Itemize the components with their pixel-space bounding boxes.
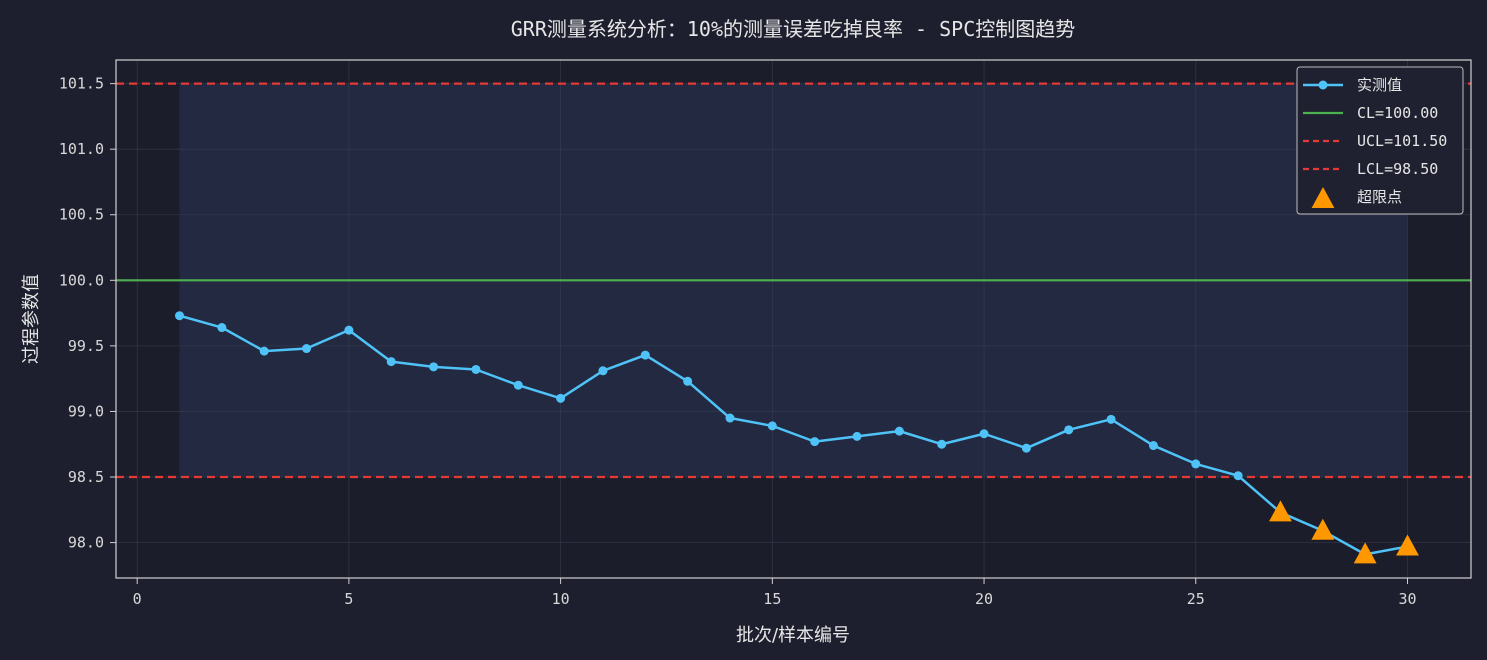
y-tick-label: 99.0 [68, 402, 104, 420]
y-tick-label: 100.0 [59, 271, 104, 289]
data-point [1233, 471, 1243, 481]
data-point [767, 421, 777, 431]
data-point [302, 344, 312, 354]
out-of-limit-marker [1311, 518, 1335, 540]
data-point [937, 439, 947, 449]
legend-swatch-point [1318, 80, 1328, 90]
x-tick-label: 20 [975, 590, 993, 608]
legend-label: UCL=101.50 [1357, 132, 1447, 150]
x-tick-label: 0 [133, 590, 142, 608]
data-point [810, 437, 820, 447]
control-lines-layer [116, 82, 1471, 479]
out-of-limit-marker [1269, 500, 1292, 522]
data-point [894, 426, 904, 436]
data-point [344, 325, 354, 335]
legend-items: 实测值 CL=100.00 UCL=101.50 LCL=98.50 超限点 [1303, 76, 1447, 208]
data-point [979, 429, 989, 439]
y-tick-label: 98.0 [68, 534, 104, 552]
plot-frame [115, 59, 1472, 579]
chart-title: GRR测量系统分析：10%的测量误差吃掉良率 - SPC控制图趋势 [511, 17, 1076, 41]
x-tick-label: 10 [552, 590, 570, 608]
out-of-limit-marker [1353, 542, 1377, 564]
data-point [640, 350, 650, 360]
data-point [556, 393, 566, 403]
legend-box [1296, 66, 1464, 215]
data-point [852, 431, 862, 441]
data-point [1106, 414, 1116, 424]
data-point [1064, 425, 1074, 435]
y-tick-label: 101.0 [59, 140, 104, 158]
x-axis-ticks: 0 5 10 15 20 25 30 [133, 578, 1417, 608]
x-tick-label: 25 [1187, 590, 1205, 608]
data-point [217, 323, 227, 333]
x-tick-label: 30 [1398, 590, 1416, 608]
data-point [386, 357, 396, 367]
legend-label: 实测值 [1357, 76, 1402, 94]
data-point [683, 376, 693, 386]
data-point [471, 364, 481, 374]
plot-area [116, 60, 1471, 578]
data-point [1148, 441, 1158, 451]
x-axis-label: 批次/样本编号 [736, 625, 850, 646]
legend-label: CL=100.00 [1357, 104, 1438, 122]
y-tick-label: 100.5 [59, 206, 104, 224]
data-point [1191, 459, 1201, 469]
legend-label: 超限点 [1357, 188, 1402, 206]
data-point [725, 413, 735, 423]
data-point [513, 380, 523, 390]
legend-label: LCL=98.50 [1357, 160, 1438, 178]
legend: 实测值 CL=100.00 UCL=101.50 LCL=98.50 超限点 [1296, 66, 1464, 215]
y-axis-label: 过程参数值 [21, 274, 42, 364]
x-tick-label: 15 [763, 590, 781, 608]
data-point [259, 346, 269, 356]
legend-swatch-marker [1311, 187, 1335, 208]
data-point [429, 362, 439, 372]
y-tick-label: 98.5 [68, 468, 104, 486]
y-tick-label: 99.5 [68, 337, 104, 355]
data-point [598, 366, 608, 376]
data-point [1021, 443, 1031, 453]
series-line [179, 314, 1408, 556]
y-tick-label: 101.5 [59, 75, 104, 93]
y-axis-ticks: 98.0 98.5 99.0 99.5 100.0 100.5 101.0 101.5 [59, 75, 116, 552]
out-of-limit-layer [1269, 500, 1419, 564]
out-of-limit-marker [1396, 534, 1419, 556]
x-tick-label: 5 [344, 590, 353, 608]
data-point [175, 311, 185, 321]
